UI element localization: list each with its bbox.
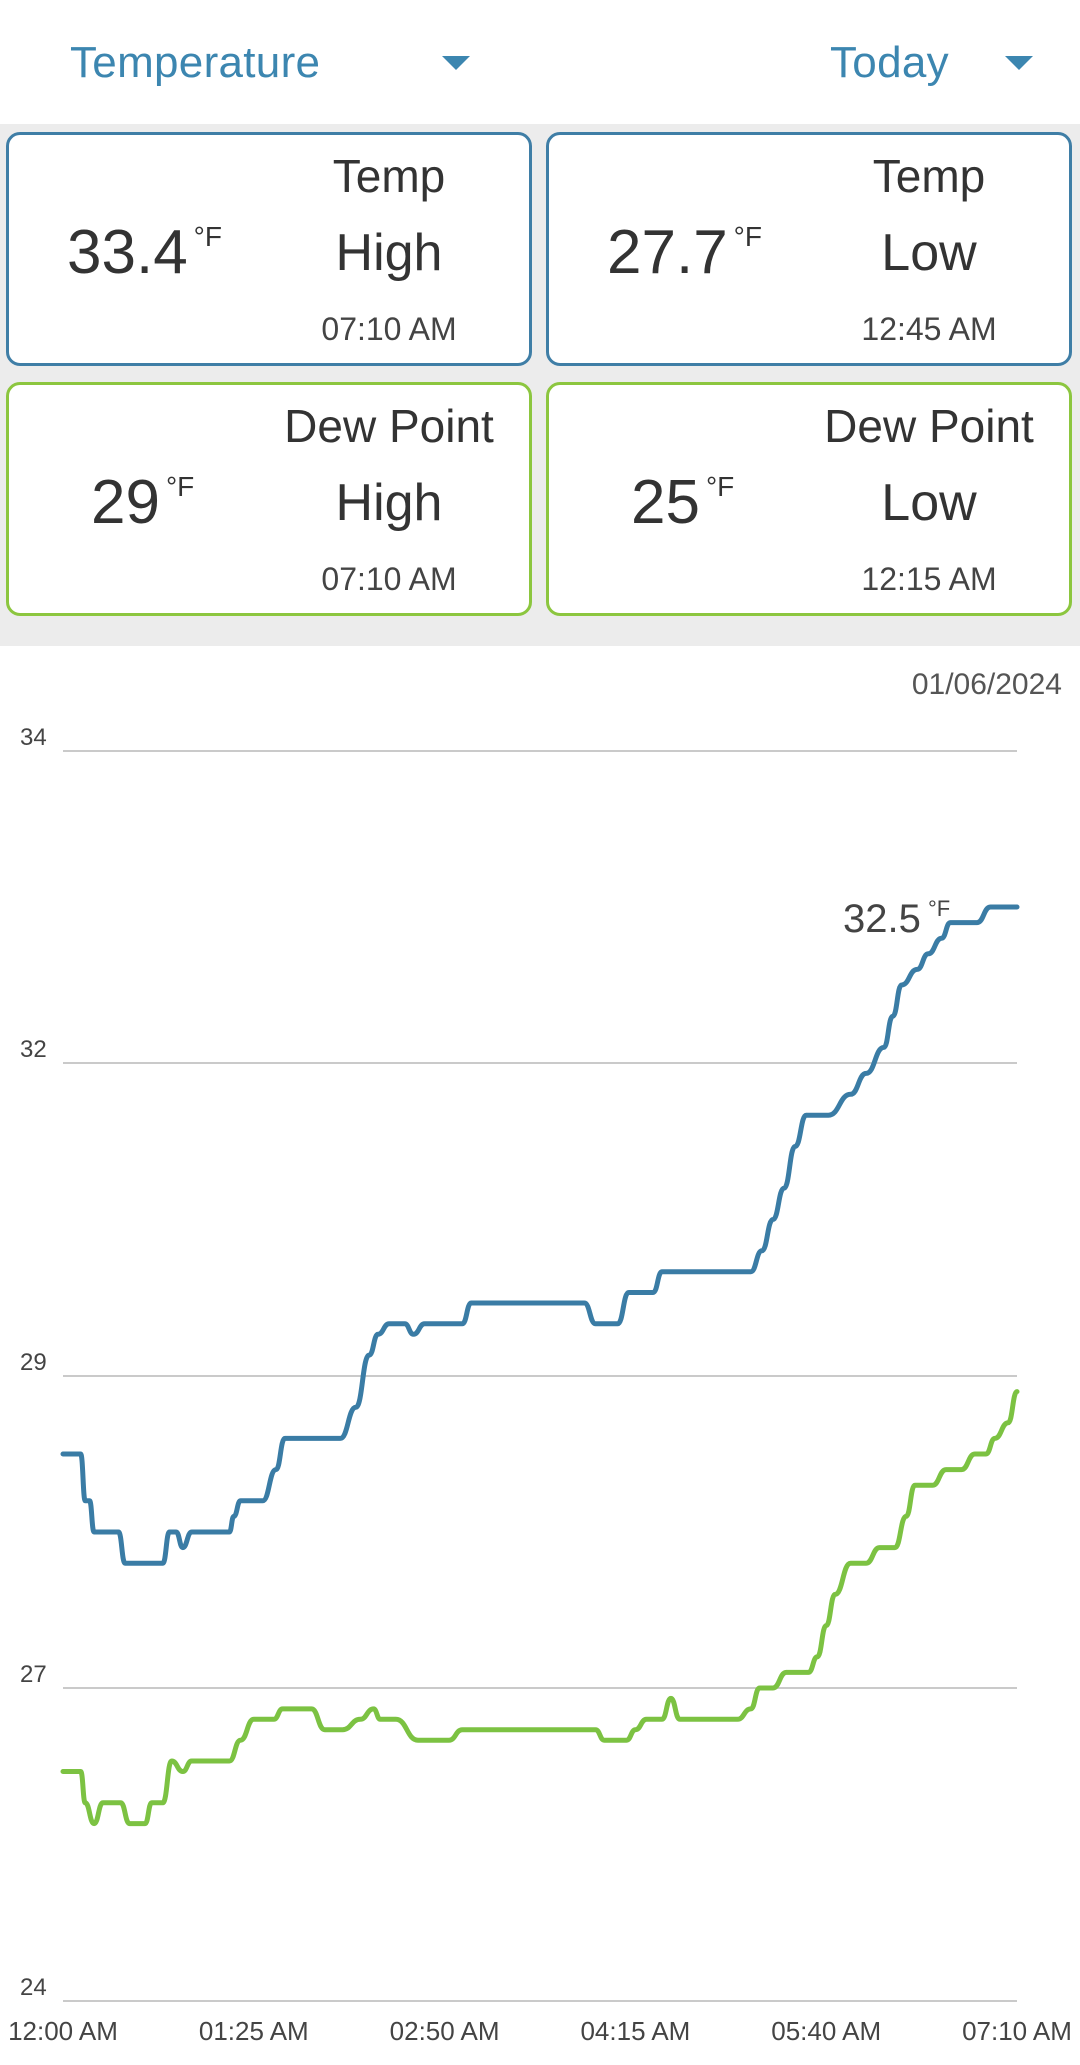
y-tick-label: 24 xyxy=(20,1974,47,2001)
dewpoint-low-card[interactable]: 25 °F Dew Point Low 12:15 AM xyxy=(546,382,1072,616)
x-tick-label: 07:10 AM xyxy=(962,2016,1072,2046)
card-label-primary: Temp xyxy=(872,150,986,202)
range-dropdown-label: Today xyxy=(830,38,949,87)
card-unit: °F xyxy=(705,471,735,502)
y-tick-label: 29 xyxy=(20,1349,47,1376)
card-value: 25 °F xyxy=(631,468,735,537)
metric-dropdown-label: Temperature xyxy=(70,38,321,87)
y-tick-label: 27 xyxy=(20,1661,47,1688)
dewpoint-series-line xyxy=(60,1389,1020,1827)
card-unit: °F xyxy=(193,221,222,252)
card-label-secondary: High xyxy=(335,224,443,282)
chart-date: 01/06/2024 xyxy=(911,668,1062,701)
card-time: 07:10 AM xyxy=(321,561,457,597)
dewpoint-high-card[interactable]: 29 °F Dew Point High 07:10 AM xyxy=(6,382,532,616)
temperature-series-line xyxy=(60,904,1020,1566)
card-label-primary: Dew Point xyxy=(824,400,1034,452)
x-tick-label: 04:15 AM xyxy=(580,2016,690,2046)
y-tick-label: 34 xyxy=(20,724,47,751)
metric-dropdown[interactable]: Temperature xyxy=(70,28,470,98)
temp-high-card[interactable]: 33.4 °F Temp High 07:10 AM xyxy=(6,132,532,366)
card-label-secondary: Low xyxy=(881,224,977,282)
card-label-primary: Temp xyxy=(332,150,446,202)
card-unit: °F xyxy=(733,221,762,252)
range-dropdown[interactable]: Today xyxy=(830,28,1050,98)
card-time: 12:45 AM xyxy=(861,311,997,347)
chart-area[interactable]: 01/06/2024 34 32 29 27 24 12:00 AM 01:25 AM 02:… xyxy=(0,646,1080,2065)
line-chart[interactable]: 34 32 29 27 24 12:00 AM 01:25 AM 02:50 AM 04:15 … xyxy=(0,646,1080,2065)
card-time: 12:15 AM xyxy=(861,561,997,597)
card-label-secondary: High xyxy=(335,474,443,532)
card-label-secondary: Low xyxy=(881,474,977,532)
card-value: 27.7 °F xyxy=(607,218,762,287)
card-time: 07:10 AM xyxy=(321,311,457,347)
card-value: 33.4 °F xyxy=(67,218,222,287)
value-tooltip: 32.5 xyxy=(843,897,921,941)
temp-low-card[interactable]: 27.7 °F Temp Low 12:45 AM xyxy=(546,132,1072,366)
card-label-primary: Dew Point xyxy=(284,400,494,452)
card-value: 29 °F xyxy=(91,468,195,537)
chevron-down-icon xyxy=(1005,56,1033,70)
card-unit: °F xyxy=(165,471,195,502)
x-tick-label: 01:25 AM xyxy=(199,2016,309,2046)
chevron-down-icon xyxy=(442,56,470,70)
x-tick-label: 12:00 AM xyxy=(8,2016,118,2046)
x-tick-label: 02:50 AM xyxy=(390,2016,500,2046)
top-filter-bar: Temperature Today xyxy=(0,0,1080,124)
value-tooltip-unit: °F xyxy=(928,896,950,921)
y-tick-label: 32 xyxy=(20,1036,47,1063)
summary-cards: 33.4 °F Temp High 07:10 AM 27.7 °F Temp Lo… xyxy=(0,124,1080,646)
x-tick-label: 05:40 AM xyxy=(771,2016,881,2046)
